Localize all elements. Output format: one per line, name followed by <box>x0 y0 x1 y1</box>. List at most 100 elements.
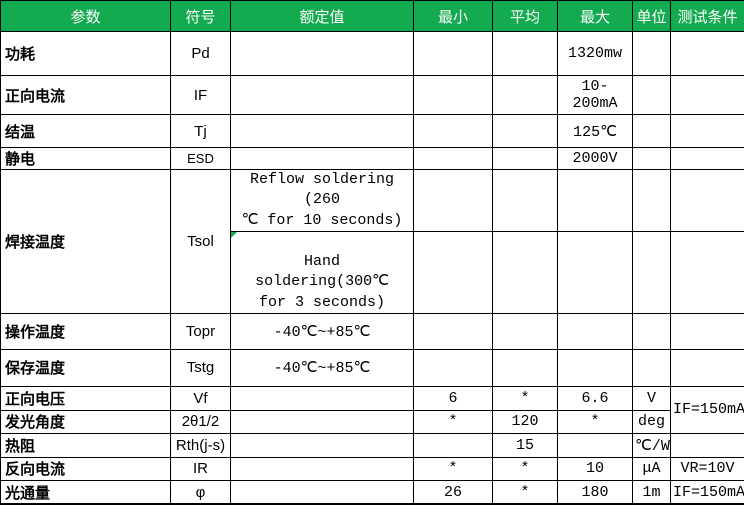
empty-cell <box>558 313 633 349</box>
table-row: 发光角度 2θ1/2 * 120 * deg <box>1 410 744 433</box>
condition-vf-angle: IF=150mA <box>671 386 744 433</box>
max-pd: 1320mw <box>558 32 633 76</box>
max-flux: 180 <box>558 480 633 504</box>
param-thermal-resistance: 热阻 <box>1 433 171 457</box>
symbol-esd: ESD <box>171 148 231 170</box>
rated-tstg: -40℃~+85℃ <box>231 349 414 386</box>
table-row: 正向电流 IF 10-200mA <box>1 76 744 115</box>
symbol-topr: Topr <box>171 313 231 349</box>
header-row: 参数 符号 额定值 最小 平均 最大 单位 测试条件 <box>1 1 744 32</box>
min-vf: 6 <box>414 386 493 410</box>
param-reverse-current: 反向电流 <box>1 457 171 480</box>
empty-cell <box>671 148 744 170</box>
table-row: 功耗 Pd 1320mw <box>1 32 744 76</box>
unit-vf: V <box>633 386 671 410</box>
empty-cell <box>671 349 744 386</box>
col-header-test-condition: 测试条件 <box>671 1 744 32</box>
empty-cell <box>414 115 493 148</box>
empty-cell <box>633 148 671 170</box>
empty-cell <box>414 349 493 386</box>
table-row: 光通量 φ 26 * 180 1m IF=150mA <box>1 480 744 504</box>
rated-hand-soldering: Hand soldering(300℃ for 3 seconds) <box>231 231 414 313</box>
empty-cell <box>633 170 671 232</box>
symbol-tstg: Tstg <box>171 349 231 386</box>
empty-cell <box>231 386 414 410</box>
symbol-tj: Tj <box>171 115 231 148</box>
rated-reflow-soldering: Reflow soldering (260 ℃ for 10 seconds) <box>231 170 414 232</box>
empty-cell <box>558 170 633 232</box>
col-header-avg: 平均 <box>493 1 558 32</box>
empty-cell <box>493 313 558 349</box>
symbol-ir: IR <box>171 457 231 480</box>
condition-flux: IF=150mA <box>671 480 744 504</box>
param-forward-current: 正向电流 <box>1 76 171 115</box>
symbol-tsol: Tsol <box>171 170 231 314</box>
avg-vf: * <box>493 386 558 410</box>
empty-cell <box>558 349 633 386</box>
min-ir: * <box>414 457 493 480</box>
col-header-unit: 单位 <box>633 1 671 32</box>
empty-cell <box>493 32 558 76</box>
empty-cell <box>414 148 493 170</box>
empty-cell <box>671 76 744 115</box>
symbol-rth: Rth(j-s) <box>171 433 231 457</box>
table-row: 正向电压 Vf 6 * 6.6 V IF=150mA <box>1 386 744 410</box>
symbol-if: IF <box>171 76 231 115</box>
empty-cell <box>633 76 671 115</box>
empty-cell <box>633 231 671 313</box>
empty-cell <box>493 349 558 386</box>
empty-cell <box>671 115 744 148</box>
empty-cell <box>493 170 558 232</box>
param-luminous-flux: 光通量 <box>1 480 171 504</box>
empty-cell <box>633 313 671 349</box>
empty-cell <box>231 32 414 76</box>
empty-cell <box>671 313 744 349</box>
empty-cell <box>414 313 493 349</box>
table-row: 焊接温度 Tsol Reflow soldering (260 ℃ for 10… <box>1 170 744 232</box>
avg-ir: * <box>493 457 558 480</box>
empty-cell <box>414 76 493 115</box>
empty-cell <box>493 76 558 115</box>
unit-angle: deg <box>633 410 671 433</box>
empty-cell <box>493 231 558 313</box>
empty-cell <box>671 433 744 457</box>
avg-flux: * <box>493 480 558 504</box>
param-soldering-temp: 焊接温度 <box>1 170 171 314</box>
empty-cell <box>231 433 414 457</box>
unit-ir: μA <box>633 457 671 480</box>
col-header-rated-value: 额定值 <box>231 1 414 32</box>
avg-rth: 15 <box>493 433 558 457</box>
rated-topr: -40℃~+85℃ <box>231 313 414 349</box>
param-esd: 静电 <box>1 148 171 170</box>
empty-cell <box>633 349 671 386</box>
max-ir: 10 <box>558 457 633 480</box>
symbol-flux: φ <box>171 480 231 504</box>
empty-cell <box>558 433 633 457</box>
min-flux: 26 <box>414 480 493 504</box>
min-angle: * <box>414 410 493 433</box>
avg-angle: 120 <box>493 410 558 433</box>
empty-cell <box>231 480 414 504</box>
table-row: 反向电流 IR * * 10 μA VR=10V <box>1 457 744 480</box>
empty-cell <box>633 115 671 148</box>
empty-cell <box>414 32 493 76</box>
empty-cell <box>231 76 414 115</box>
max-if: 10-200mA <box>558 76 633 115</box>
max-vf: 6.6 <box>558 386 633 410</box>
table-row: 静电 ESD 2000V <box>1 148 744 170</box>
empty-cell <box>671 231 744 313</box>
empty-cell <box>414 170 493 232</box>
col-header-symbol: 符号 <box>171 1 231 32</box>
hand-soldering-text: Hand soldering(300℃ for 3 seconds) <box>255 253 389 311</box>
empty-cell <box>231 410 414 433</box>
col-header-parameter: 参数 <box>1 1 171 32</box>
table-row: 保存温度 Tstg -40℃~+85℃ <box>1 349 744 386</box>
param-power-dissipation: 功耗 <box>1 32 171 76</box>
symbol-pd: Pd <box>171 32 231 76</box>
symbol-vf: Vf <box>171 386 231 410</box>
param-junction-temp: 结温 <box>1 115 171 148</box>
empty-cell <box>493 115 558 148</box>
cell-flag-triangle-icon <box>231 232 237 238</box>
param-operating-temp: 操作温度 <box>1 313 171 349</box>
